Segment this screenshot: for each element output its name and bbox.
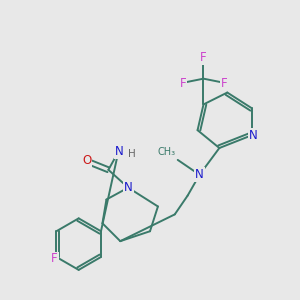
Text: CH₃: CH₃ xyxy=(158,147,176,157)
Text: N: N xyxy=(115,146,124,158)
Text: O: O xyxy=(82,154,91,167)
Text: N: N xyxy=(124,181,133,194)
Text: F: F xyxy=(200,51,207,64)
Text: H: H xyxy=(128,149,136,159)
Text: F: F xyxy=(221,77,228,90)
Text: F: F xyxy=(179,77,186,90)
Text: N: N xyxy=(249,129,257,142)
Text: N: N xyxy=(195,168,204,181)
Text: F: F xyxy=(51,253,58,266)
